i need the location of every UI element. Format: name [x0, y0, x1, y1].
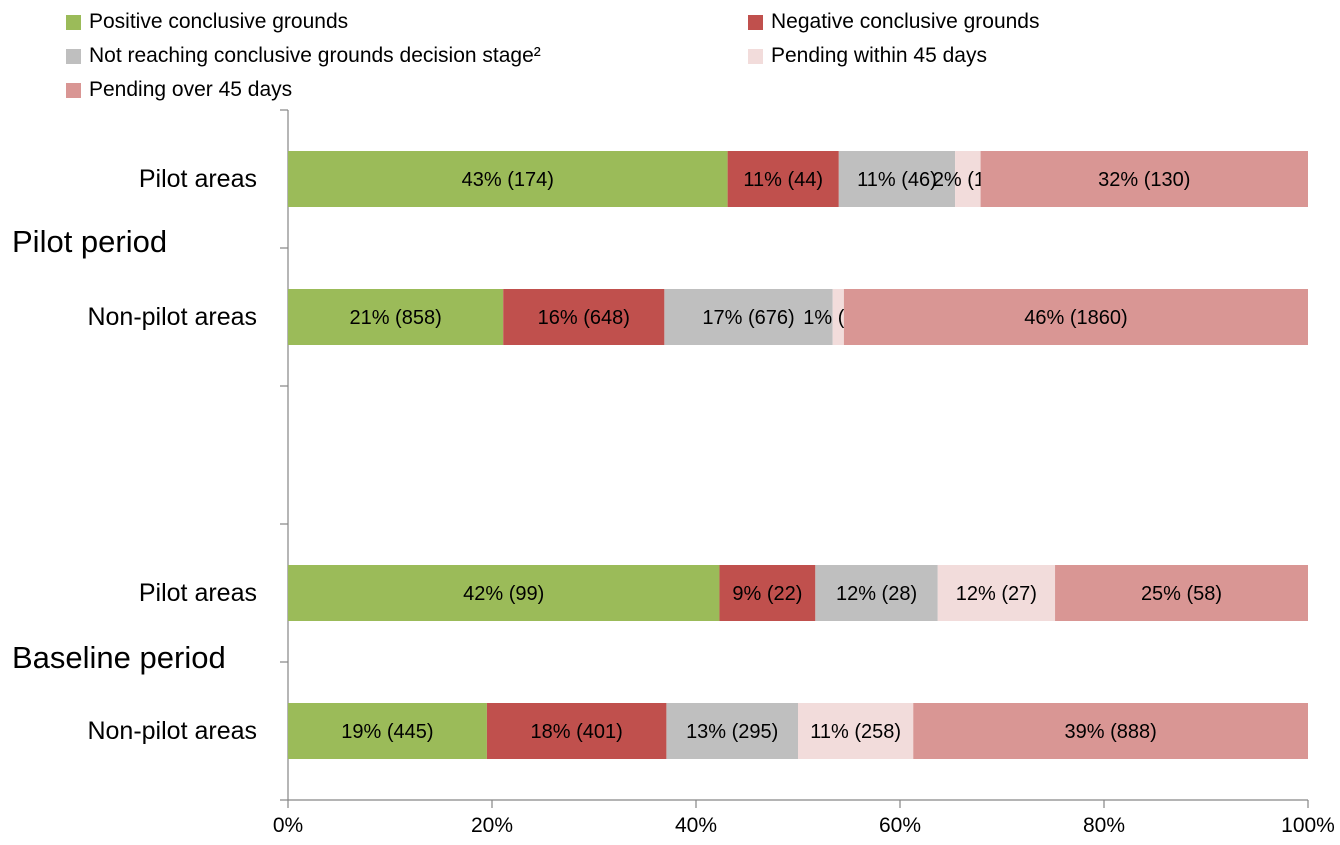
- bar-segment-2-0: [288, 565, 720, 621]
- bar-segment-0-3: [955, 151, 981, 207]
- bar-segment-1-4: [843, 289, 1308, 345]
- bar-segment-1-3: [832, 289, 844, 345]
- x-tick-label-0: 0%: [273, 814, 303, 837]
- bar-segment-2-1: [719, 565, 816, 621]
- data-label-0-2: 11% (46): [857, 169, 937, 191]
- x-tick-label-5: 100%: [1281, 814, 1335, 837]
- legend-label-pending-over: Pending over 45 days: [89, 78, 293, 101]
- category-label-3: Non-pilot areas: [87, 717, 257, 745]
- bar-segment-3-0: [288, 703, 487, 759]
- bar-segment-3-4: [913, 703, 1308, 759]
- legend-item-negative: Negative conclusive grounds: [748, 10, 1040, 34]
- data-label-1-2: 17% (676): [702, 307, 794, 329]
- group-label-0: Pilot period: [12, 224, 167, 259]
- data-label-3-3: 11% (258): [810, 721, 901, 743]
- data-label-1-1: 16% (648): [538, 307, 630, 329]
- bar-segment-1-0: [288, 289, 504, 345]
- x-tick-label-1: 20%: [471, 814, 513, 837]
- data-label-0-1: 11% (44): [743, 169, 823, 191]
- legend-item-pending-within: Pending within 45 days: [748, 44, 987, 68]
- legend-label-positive: Positive conclusive grounds: [89, 10, 349, 33]
- bar-segment-1-2: [664, 289, 833, 345]
- bar-segment-3-2: [666, 703, 798, 759]
- x-tick-label-3: 60%: [879, 814, 921, 837]
- bar-segment-3-1: [486, 703, 667, 759]
- data-label-2-3: 12% (27): [956, 583, 1037, 605]
- legend-swatch-pending-within: [748, 48, 763, 64]
- legend-swatch-pending-over: [66, 82, 81, 98]
- data-label-2-0: 42% (99): [463, 583, 544, 605]
- data-label-3-0: 19% (445): [341, 721, 433, 743]
- legend-item-not-reaching: Not reaching conclusive grounds decision…: [66, 44, 541, 68]
- data-label-2-1: 9% (22): [732, 583, 802, 605]
- data-label-0-0: 43% (174): [462, 169, 554, 191]
- bar-segment-0-2: [838, 151, 956, 207]
- bar-segment-0-1: [727, 151, 839, 207]
- legend-item-positive: Positive conclusive grounds: [66, 10, 348, 34]
- legend-swatch-positive: [66, 14, 81, 30]
- legend-label-pending-within: Pending within 45 days: [771, 44, 987, 67]
- data-label-1-4: 46% (1860): [1024, 307, 1127, 329]
- x-tick-label-2: 40%: [675, 814, 717, 837]
- data-label-3-2: 13% (295): [686, 721, 778, 743]
- group-label-1: Baseline period: [12, 640, 226, 675]
- data-label-1-0: 21% (858): [349, 307, 441, 329]
- bar-segment-2-4: [1055, 565, 1308, 621]
- category-label-2: Pilot areas: [139, 579, 257, 607]
- bar-segment-0-0: [288, 151, 728, 207]
- data-label-2-2: 12% (28): [836, 583, 917, 605]
- data-label-3-1: 18% (401): [531, 721, 623, 743]
- category-label-0: Pilot areas: [139, 165, 257, 193]
- bar-segment-1-1: [503, 289, 665, 345]
- bar-segment-3-3: [798, 703, 914, 759]
- legend-label-negative: Negative conclusive grounds: [771, 10, 1040, 33]
- data-label-0-4: 32% (130): [1098, 169, 1190, 191]
- legend-item-pending-over: Pending over 45 days: [66, 78, 292, 102]
- data-label-2-4: 25% (58): [1141, 583, 1222, 605]
- legend-swatch-not-reaching: [66, 48, 81, 64]
- bar-segment-2-3: [937, 565, 1056, 621]
- x-tick-label-4: 80%: [1083, 814, 1125, 837]
- bar-segment-0-4: [980, 151, 1308, 207]
- legend-swatch-negative: [748, 14, 763, 30]
- data-label-3-4: 39% (888): [1064, 721, 1156, 743]
- legend-label-not-reaching: Not reaching conclusive grounds decision…: [89, 44, 541, 67]
- category-label-1: Non-pilot areas: [87, 303, 257, 331]
- chart-legend: Positive conclusive grounds Negative con…: [66, 10, 1246, 106]
- bar-segment-2-2: [815, 565, 938, 621]
